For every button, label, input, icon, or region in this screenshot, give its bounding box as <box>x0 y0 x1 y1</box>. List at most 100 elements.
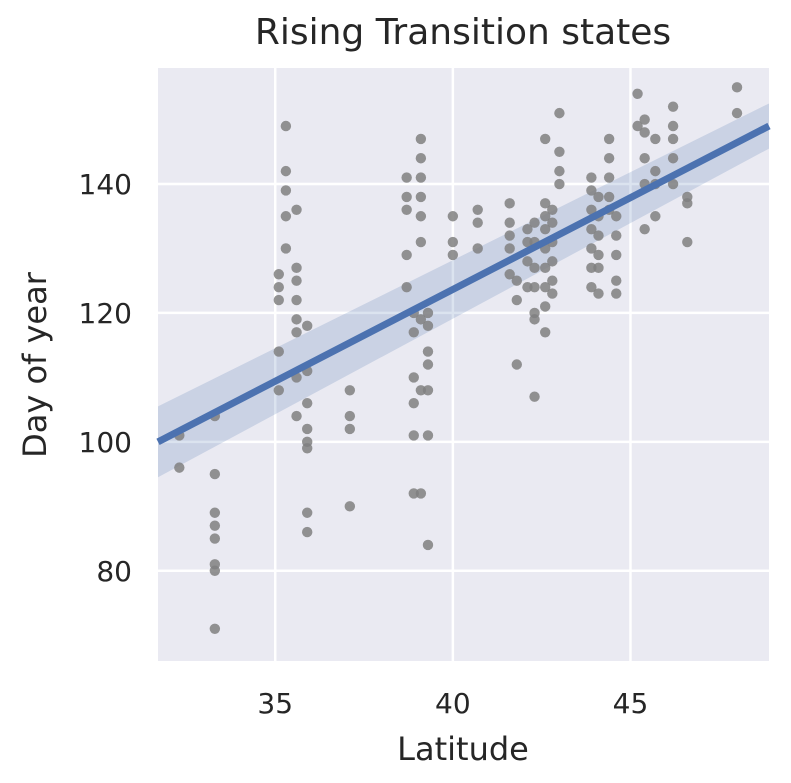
data-point <box>280 243 292 254</box>
data-point <box>422 307 434 319</box>
data-point <box>209 533 221 544</box>
data-point <box>522 281 533 293</box>
data-point <box>280 165 292 177</box>
data-point <box>554 107 565 119</box>
data-point <box>603 153 615 164</box>
data-point <box>667 101 679 112</box>
data-point <box>273 269 284 280</box>
data-point <box>547 204 558 216</box>
data-point <box>422 385 434 396</box>
data-point <box>408 372 419 383</box>
plot-background <box>158 68 769 661</box>
data-point <box>586 185 597 196</box>
data-point <box>586 204 597 216</box>
tick-labels: 35 40 45 80 100 120 140 <box>79 168 649 720</box>
data-point <box>504 230 515 241</box>
data-point <box>273 346 284 357</box>
data-point <box>291 314 302 325</box>
data-point <box>650 133 661 145</box>
y-tick-label: 140 <box>79 168 132 201</box>
data-point <box>731 82 743 93</box>
data-point <box>344 423 356 435</box>
data-point <box>586 281 597 293</box>
data-point <box>529 262 540 274</box>
data-point <box>415 314 427 325</box>
data-point <box>291 294 302 306</box>
data-point <box>415 385 427 396</box>
data-point <box>522 223 533 235</box>
data-point <box>174 462 185 473</box>
data-point <box>639 127 650 138</box>
data-point <box>291 204 302 216</box>
data-points <box>174 82 743 634</box>
data-point <box>408 430 419 441</box>
data-point <box>586 243 597 254</box>
confidence-band-layer <box>158 103 769 478</box>
data-point <box>422 539 434 551</box>
data-point <box>611 275 622 286</box>
data-point <box>273 281 284 293</box>
data-point <box>344 385 356 396</box>
y-tick-label: 80 <box>96 555 132 588</box>
data-point <box>447 236 459 248</box>
data-point <box>522 236 533 248</box>
data-point <box>682 236 693 248</box>
data-point <box>291 262 302 274</box>
data-point <box>209 468 221 480</box>
data-point <box>586 223 597 235</box>
data-point <box>611 249 622 261</box>
data-point <box>639 223 650 235</box>
data-point <box>472 217 483 228</box>
data-point <box>639 153 650 164</box>
data-point <box>401 172 412 183</box>
data-point <box>667 133 679 145</box>
x-tick-label: 40 <box>435 687 471 720</box>
data-point <box>504 198 515 209</box>
data-point <box>611 230 622 241</box>
data-point <box>554 165 565 177</box>
data-point <box>504 217 515 228</box>
data-point <box>472 243 483 254</box>
data-point <box>540 133 551 145</box>
data-point <box>540 327 551 338</box>
data-point <box>540 211 551 222</box>
data-point <box>639 114 650 125</box>
data-point <box>401 281 412 293</box>
data-point <box>422 359 434 370</box>
data-point <box>280 185 292 196</box>
confidence-band <box>158 103 769 478</box>
data-point <box>529 391 540 402</box>
data-point <box>408 327 419 338</box>
data-point <box>603 191 615 203</box>
data-point <box>415 488 427 499</box>
data-point <box>209 520 221 531</box>
data-point <box>667 178 679 190</box>
x-tick-label: 45 <box>613 687 649 720</box>
data-point <box>422 430 434 441</box>
data-point <box>632 120 643 132</box>
data-point <box>504 269 515 280</box>
data-point <box>593 230 604 241</box>
regression-line <box>156 122 771 445</box>
data-point <box>401 204 412 216</box>
data-point <box>301 320 313 332</box>
data-point <box>682 198 693 209</box>
data-point <box>447 249 459 261</box>
data-point <box>540 223 551 235</box>
data-point <box>209 507 221 518</box>
data-point <box>540 281 551 293</box>
grid-lines <box>158 68 769 661</box>
data-point <box>529 217 540 228</box>
data-point <box>301 423 313 435</box>
data-point <box>632 88 643 99</box>
data-point <box>540 301 551 312</box>
data-point <box>408 397 419 409</box>
data-point <box>291 327 302 338</box>
data-point <box>280 120 292 132</box>
data-point <box>301 507 313 518</box>
data-point <box>593 262 604 274</box>
data-point <box>611 288 622 299</box>
data-point <box>408 488 419 499</box>
y-tick-label: 100 <box>79 426 132 459</box>
